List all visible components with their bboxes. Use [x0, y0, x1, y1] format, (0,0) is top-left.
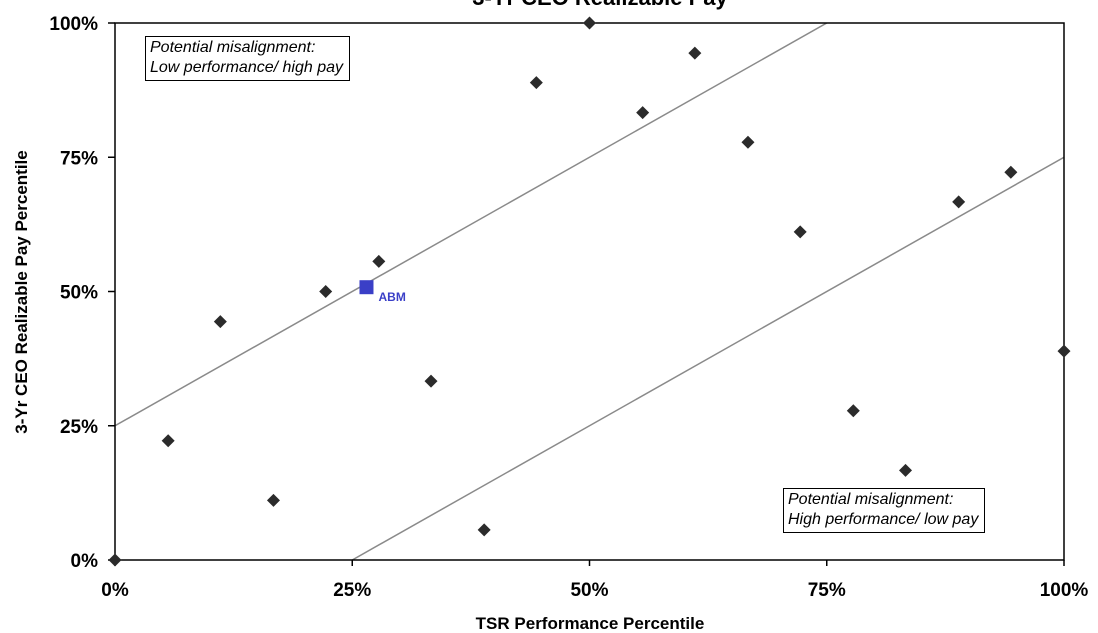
x-tick-label: 75%: [808, 580, 846, 601]
data-point: [793, 225, 807, 239]
data-point: [108, 553, 122, 567]
data-point: [477, 523, 491, 537]
annotation-low-performance-high-pay: Potential misalignment: Low performance/…: [145, 36, 350, 81]
x-tick-label: 25%: [333, 580, 371, 601]
y-tick-label: 25%: [60, 417, 98, 438]
data-point: [266, 493, 280, 507]
y-tick-label: 50%: [60, 283, 98, 304]
data-point: [952, 195, 966, 209]
data-point: [424, 374, 438, 388]
data-point: [688, 46, 702, 60]
x-tick-label: 0%: [101, 580, 129, 601]
annotation-high-performance-low-pay: Potential misalignment: High performance…: [783, 488, 986, 533]
data-point: [899, 463, 913, 477]
y-tick-label: 75%: [60, 148, 98, 169]
chart-title: 3-Yr CEO Realizable Pay: [472, 0, 728, 10]
data-point: [1057, 344, 1071, 358]
data-point-label: ABM: [378, 290, 405, 304]
plot-area-frame: [114, 22, 1065, 561]
data-point: [741, 135, 755, 149]
data-point: [319, 285, 333, 298]
data-point: [583, 16, 596, 30]
data-point: [636, 106, 650, 120]
data-point: [161, 434, 175, 448]
x-axis: 0% 25% 50% 75% 100%: [101, 560, 1088, 601]
annotation-line: Low performance/ high pay: [150, 59, 343, 76]
annotation-line: Potential misalignment:: [150, 39, 316, 56]
y-tick-label: 100%: [49, 14, 98, 35]
x-axis-title: TSR Performance Percentile: [476, 614, 705, 633]
annotation-line: Potential misalignment:: [788, 491, 954, 508]
data-point: [846, 404, 860, 418]
reference-line: [351, 156, 1064, 560]
data-point: [1004, 165, 1018, 179]
data-point: [372, 254, 386, 268]
data-point: [213, 315, 227, 329]
y-axis: 0% 25% 50% 75% 100%: [49, 14, 115, 572]
data-point-highlight: [359, 280, 374, 295]
data-point: [529, 76, 543, 90]
x-tick-label: 50%: [570, 580, 608, 601]
data-points: ABM: [108, 16, 1071, 567]
reference-lines: [115, 23, 1064, 560]
x-tick-label: 100%: [1040, 580, 1089, 601]
reference-line: [115, 23, 829, 427]
y-axis-title: 3-Yr CEO Realizable Pay Percentile: [12, 150, 31, 433]
annotation-line: High performance/ low pay: [788, 511, 979, 528]
y-tick-label: 0%: [71, 551, 99, 572]
